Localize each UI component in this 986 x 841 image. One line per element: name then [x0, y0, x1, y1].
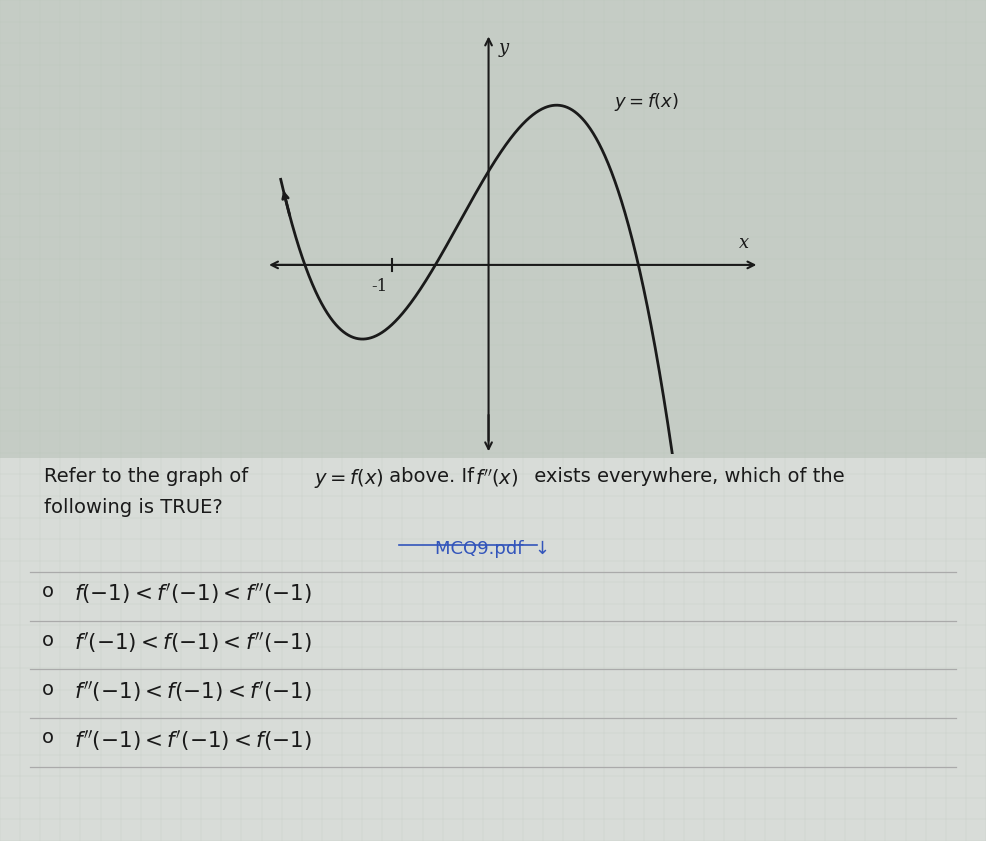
- Text: $f(-1) < f'(-1) < f''(-1)$: $f(-1) < f'(-1) < f''(-1)$: [74, 582, 312, 606]
- Text: following is TRUE?: following is TRUE?: [44, 498, 223, 517]
- Text: o: o: [41, 728, 53, 748]
- Text: MCQ9.pdf  ↓: MCQ9.pdf ↓: [436, 540, 550, 558]
- Text: $f''(-1) < f'(-1) < f(-1)$: $f''(-1) < f'(-1) < f(-1)$: [74, 728, 312, 753]
- Text: $f'(-1) < f(-1) < f''(-1)$: $f'(-1) < f(-1) < f''(-1)$: [74, 631, 312, 655]
- Text: $y = f(x)$: $y = f(x)$: [614, 91, 679, 113]
- Text: exists everywhere, which of the: exists everywhere, which of the: [528, 467, 845, 486]
- Text: above. If: above. If: [383, 467, 480, 486]
- Text: o: o: [41, 582, 53, 601]
- Text: $f''(-1) < f(-1) < f'(-1)$: $f''(-1) < f(-1) < f'(-1)$: [74, 680, 312, 704]
- Text: Refer to the graph of: Refer to the graph of: [44, 467, 254, 486]
- Text: y: y: [498, 39, 509, 57]
- Text: x: x: [740, 235, 749, 252]
- Text: -1: -1: [371, 278, 387, 294]
- Text: $f''(x)$: $f''(x)$: [475, 467, 519, 489]
- Text: $y = f(x)$: $y = f(x)$: [314, 467, 384, 489]
- Text: o: o: [41, 680, 53, 699]
- Text: o: o: [41, 631, 53, 650]
